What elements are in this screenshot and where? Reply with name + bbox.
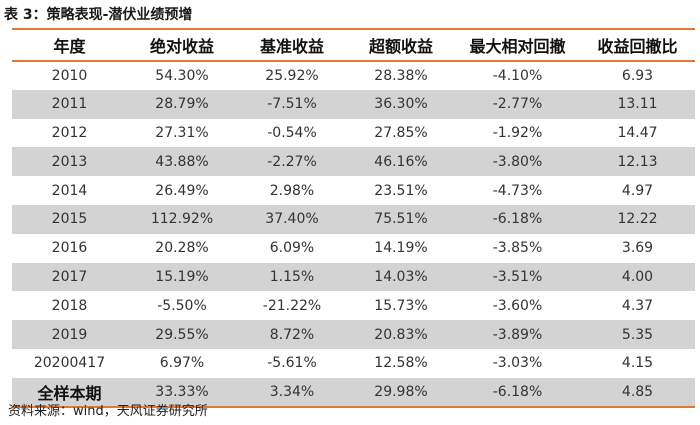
cell-return-drawdown-ratio: 4.85 (580, 377, 695, 408)
cell-year: 2013 (12, 147, 127, 177)
table-caption: 表 3：策略表现-潜伏业绩预增 (4, 7, 193, 23)
cell-excess-return: 46.16% (347, 147, 455, 177)
table-row: 2019 29.55% 8.72% 20.83% -3.89% 5.35 (12, 320, 695, 349)
cell-absolute-return: 20.28% (155, 240, 209, 257)
cell-return-drawdown-ratio: 14.47 (617, 124, 658, 141)
cell-max-relative-drawdown: -6.18% (455, 377, 580, 408)
table-row: 2013 43.88% -2.27% 46.16% -3.80% 12.13 (12, 147, 695, 177)
cell-year: 2016 (51, 240, 88, 257)
table-row: 2015 112.92% 37.40% 75.51% -6.18% 12.22 (12, 204, 695, 234)
cell-year: 20200417 (33, 355, 106, 372)
cell-excess-return: 28.38% (374, 67, 428, 84)
table-row: 2017 15.19% 1.15% 14.03% -3.51% 4.00 (12, 262, 695, 292)
cell-benchmark-return: 6.09% (269, 240, 315, 257)
table-header-row: 年度 绝对收益 基准收益 超额收益 最大相对回撤 收益回撤比 (12, 30, 695, 62)
cell-benchmark-return: 2.98% (269, 182, 315, 199)
cell-max-relative-drawdown: -3.85% (492, 240, 543, 257)
cell-max-relative-drawdown: -3.03% (492, 355, 543, 372)
cell-year: 2015 (12, 204, 127, 234)
cell-excess-return: 15.73% (374, 297, 428, 314)
table-row: 2018 -5.50% -21.22% 15.73% -3.60% 4.37 (12, 291, 695, 320)
cell-excess-return: 14.03% (347, 262, 455, 292)
cell-return-drawdown-ratio: 3.69 (621, 240, 654, 257)
cell-absolute-return: 43.88% (127, 147, 237, 177)
header-max-relative-drawdown: 最大相对回撤 (455, 30, 580, 62)
table-row: 2014 26.49% 2.98% 23.51% -4.73% 4.97 (12, 176, 695, 205)
cell-max-relative-drawdown: -3.60% (492, 297, 543, 314)
cell-return-drawdown-ratio: 13.11 (580, 89, 695, 119)
cell-benchmark-return: -5.61% (267, 355, 317, 372)
cell-benchmark-return: -2.27% (237, 147, 347, 177)
cell-year: 2012 (51, 124, 88, 141)
cell-absolute-return: 112.92% (127, 204, 237, 234)
cell-return-drawdown-ratio: 4.37 (621, 297, 654, 314)
cell-return-drawdown-ratio: 4.97 (621, 182, 654, 199)
header-excess-return: 超额收益 (347, 30, 455, 62)
cell-excess-return: 29.98% (347, 377, 455, 408)
cell-max-relative-drawdown: -4.73% (492, 182, 543, 199)
header-year: 年度 (12, 30, 127, 62)
cell-max-relative-drawdown: -3.89% (455, 320, 580, 349)
cell-return-drawdown-ratio: 12.13 (580, 147, 695, 177)
cell-benchmark-return: -7.51% (237, 89, 347, 119)
cell-absolute-return: 28.79% (127, 89, 237, 119)
cell-return-drawdown-ratio: 6.93 (621, 67, 654, 84)
cell-excess-return: 36.30% (347, 89, 455, 119)
cell-return-drawdown-ratio: 12.22 (580, 204, 695, 234)
cell-max-relative-drawdown: -6.18% (455, 204, 580, 234)
cell-absolute-return: 33.33% (127, 377, 237, 408)
cell-absolute-return: 27.31% (155, 124, 209, 141)
cell-return-drawdown-ratio: 4.00 (580, 262, 695, 292)
cell-benchmark-return: -21.22% (262, 297, 322, 314)
cell-year: 2019 (12, 320, 127, 349)
cell-excess-return: 12.58% (374, 355, 428, 372)
table-row: 2011 28.79% -7.51% 36.30% -2.77% 13.11 (12, 89, 695, 119)
cell-absolute-return: 15.19% (127, 262, 237, 292)
table-row: 2012 27.31% -0.54% 27.85% -1.92% 14.47 (12, 119, 695, 148)
cell-year: 全样本期 (12, 377, 127, 408)
cell-year: 2014 (51, 182, 88, 199)
cell-benchmark-return: 3.34% (237, 377, 347, 408)
cell-absolute-return: -5.50% (157, 297, 207, 314)
cell-max-relative-drawdown: -4.10% (492, 67, 543, 84)
source-note: 资料来源：wind，天风证券研究所 (8, 404, 208, 419)
cell-benchmark-return: 37.40% (237, 204, 347, 234)
header-return-drawdown-ratio: 收益回撤比 (580, 30, 695, 62)
cell-benchmark-return: 25.92% (265, 67, 319, 84)
header-benchmark-return: 基准收益 (237, 30, 347, 62)
table-row-total: 全样本期 33.33% 3.34% 29.98% -6.18% 4.85 (12, 377, 695, 408)
table-row: 2010 54.30% 25.92% 28.38% -4.10% 6.93 (12, 61, 695, 90)
cell-absolute-return: 6.97% (159, 355, 205, 372)
cell-excess-return: 23.51% (374, 182, 428, 199)
cell-benchmark-return: 8.72% (237, 320, 347, 349)
cell-max-relative-drawdown: -1.92% (492, 124, 543, 141)
top-rule (12, 28, 695, 30)
cell-excess-return: 75.51% (347, 204, 455, 234)
header-absolute-return: 绝对收益 (127, 30, 237, 62)
performance-table: 年度 绝对收益 基准收益 超额收益 最大相对回撤 收益回撤比 2010 54.3… (12, 30, 695, 408)
cell-year: 2010 (51, 67, 88, 84)
cell-benchmark-return: -0.54% (267, 124, 317, 141)
cell-excess-return: 14.19% (374, 240, 428, 257)
cell-absolute-return: 26.49% (155, 182, 209, 199)
cell-excess-return: 20.83% (347, 320, 455, 349)
cell-max-relative-drawdown: -3.80% (455, 147, 580, 177)
table-row: 2016 20.28% 6.09% 14.19% -3.85% 3.69 (12, 234, 695, 263)
cell-absolute-return: 54.30% (155, 67, 209, 84)
cell-max-relative-drawdown: -2.77% (455, 89, 580, 119)
cell-year: 2017 (12, 262, 127, 292)
cell-excess-return: 27.85% (374, 124, 428, 141)
table-row: 20200417 6.97% -5.61% 12.58% -3.03% 4.15 (12, 349, 695, 378)
cell-year: 2018 (51, 297, 88, 314)
cell-year: 2011 (12, 89, 127, 119)
cell-absolute-return: 29.55% (127, 320, 237, 349)
cell-return-drawdown-ratio: 5.35 (580, 320, 695, 349)
cell-max-relative-drawdown: -3.51% (455, 262, 580, 292)
cell-benchmark-return: 1.15% (237, 262, 347, 292)
cell-return-drawdown-ratio: 4.15 (621, 355, 654, 372)
